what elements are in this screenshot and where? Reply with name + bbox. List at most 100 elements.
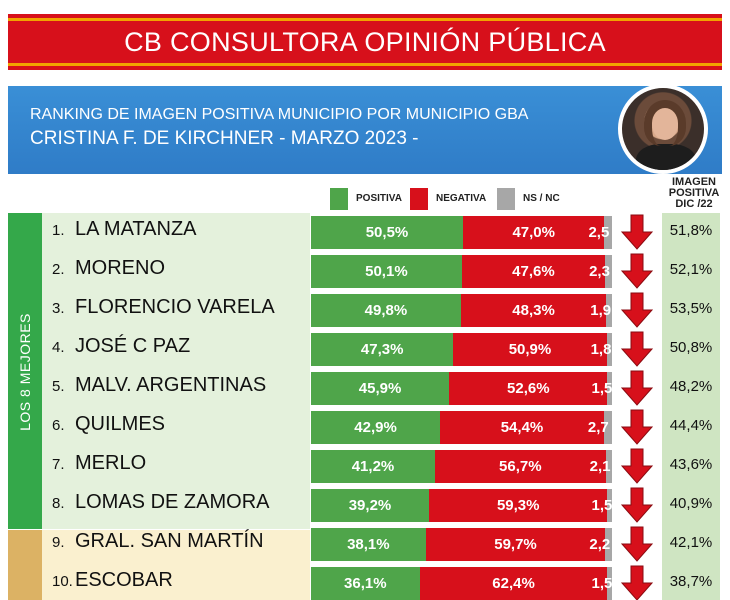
municipio-name: GRAL. SAN MARTÍN [75,530,264,552]
data-label-neg: 54,4% [500,419,544,436]
row-rank: 1. [52,222,65,239]
data-label-ns: 2,5 [588,224,610,241]
row-rank: 7. [52,456,65,473]
bar-ns [605,255,612,288]
data-label-ns: 2,1 [589,458,611,475]
portrait-body [636,144,696,170]
chart-subtitle: RANKING DE IMAGEN POSITIVA MUNICIPIO POR… [30,106,529,123]
prior-value: 38,7% [669,573,713,590]
table-row: 10. ESCOBAR 36,1% 62,4% 1,5 38,7% [0,564,730,600]
legend-label-negativa: NEGATIVA [436,193,487,204]
prior-value: 48,2% [669,378,713,395]
bar-ns [604,216,612,249]
chart-subtitle-person: CRISTINA F. DE KIRCHNER - MARZO 2023 - [30,128,419,149]
municipio-name: MORENO [75,257,165,279]
row-rank: 10. [52,573,73,590]
bar-neg: 48,3% [460,294,607,327]
data-label-neg: 52,6% [507,380,550,397]
group-strip-top8 [8,213,42,529]
bar-neg: 50,9% [453,333,607,366]
bar-pos: 49,8% [311,294,461,327]
bar-pos: 50,1% [311,255,462,288]
prior-column-header: IMAGEN POSITIVA DIC /22 [660,177,728,210]
legend-swatch-nsnc [497,188,515,210]
data-label-pos: 49,8% [364,302,408,319]
chart-title: CB CONSULTORA OPINIÓN PÚBLICA [124,27,606,57]
banner-stripe-bottom [8,63,722,66]
row-rank: 5. [52,378,65,395]
data-label-neg: 50,9% [508,341,552,358]
bar-pos: 50,5% [311,216,463,249]
trend-down-arrow-icon [620,331,654,367]
bar-pos: 39,2% [311,489,429,522]
prior-value: 51,8% [669,222,713,239]
bar-ns [606,294,612,327]
trend-down-arrow-icon [620,487,654,523]
group-strip-others [8,530,42,600]
bar-pos: 45,9% [311,372,450,405]
data-label-neg: 62,4% [492,575,535,592]
trend-down-arrow-icon [620,448,654,484]
municipio-name: LOMAS DE ZAMORA [75,491,270,513]
trend-down-arrow-icon [620,565,654,600]
data-label-pos: 42,9% [354,419,397,436]
bar-neg: 47,0% [463,216,605,249]
municipio-name: JOSÉ C PAZ [75,335,191,357]
row-rank: 6. [52,417,65,434]
data-label-pos: 41,2% [351,458,395,475]
table-row: 6. QUILMES 42,9% 54,4% 2,7 44,4% [0,408,730,445]
table-row: 1. LA MATANZA 50,5% 47,0% 2,5 51,8% [0,213,730,250]
data-label-neg: 56,7% [499,458,542,475]
data-label-pos: 36,1% [344,575,387,592]
portrait-avatar [618,84,708,174]
data-label-ns: 2,3 [589,263,610,280]
bar-neg: 47,6% [461,255,606,288]
prior-column-background [662,213,720,600]
prior-value: 50,8% [669,339,713,356]
municipio-name: LA MATANZA [75,218,197,240]
prior-header-line1: IMAGEN [672,176,716,188]
row-rank: 2. [52,261,65,278]
bar-ns [603,411,612,444]
prior-value: 42,1% [669,534,713,551]
prior-value: 52,1% [669,261,713,278]
municipio-name: FLORENCIO VARELA [75,296,275,318]
subtitle-band: RANKING DE IMAGEN POSITIVA MUNICIPIO POR… [8,86,722,174]
trend-down-arrow-icon [620,526,654,562]
data-label-neg: 48,3% [512,302,555,319]
bar-neg: 56,7% [435,450,606,483]
row-rank: 8. [52,495,65,512]
data-label-neg: 47,0% [512,224,555,241]
bar-pos: 38,1% [311,528,426,561]
municipio-name: MERLO [75,452,147,474]
legend-swatch-negativa [410,188,428,210]
table-row: 3. FLORENCIO VARELA 49,8% 48,3% 1,9 53,5% [0,291,730,328]
bar-neg: 62,4% [419,567,608,600]
row-rank: 4. [52,339,65,356]
bar-ns [606,333,612,366]
bar-ns [605,528,612,561]
municipio-name: MALV. ARGENTINAS [75,374,267,396]
trend-down-arrow-icon [620,292,654,328]
data-label-ns: 1,5 [591,380,613,397]
table-row: 9. GRAL. SAN MARTÍN 38,1% 59,7% 2,2 42,1% [0,525,730,562]
data-label-ns: 2,7 [587,419,609,436]
row-rank: 9. [52,534,65,551]
row-rank: 3. [52,300,65,317]
bar-ns [607,567,612,600]
data-label-pos: 47,3% [360,341,404,358]
bar-neg: 52,6% [449,372,608,405]
prior-value: 44,4% [669,417,713,434]
legend: POSITIVA NEGATIVA NS / NC [330,188,570,210]
trend-down-arrow-icon [620,253,654,289]
table-row: 7. MERLO 41,2% 56,7% 2,1 43,6% [0,447,730,484]
data-label-pos: 50,1% [365,263,408,280]
data-label-neg: 59,3% [496,497,540,514]
portrait-hair [644,100,686,146]
data-label-ns: 2,2 [589,536,611,553]
prior-value: 40,9% [669,495,713,512]
table-row: 2. MORENO 50,1% 47,6% 2,3 52,1% [0,252,730,289]
prior-value: 53,5% [669,300,713,317]
data-label-pos: 39,2% [348,497,392,514]
data-label-ns: 1,9 [590,302,612,319]
